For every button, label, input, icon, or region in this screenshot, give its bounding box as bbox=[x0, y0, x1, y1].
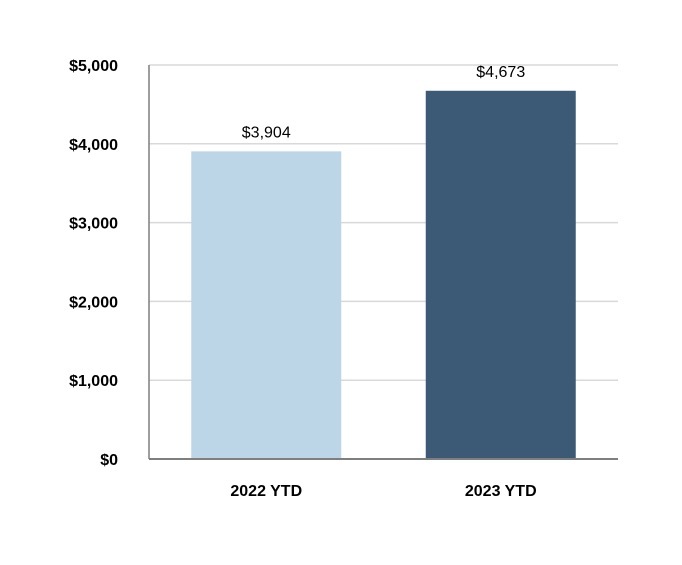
x-category-labels: 2022 YTD 2023 YTD bbox=[230, 483, 536, 500]
bars bbox=[191, 90, 576, 459]
y-tick-label: $5,000 bbox=[69, 58, 118, 75]
data-labels: $3,904 $4,673 bbox=[242, 64, 526, 142]
y-tick-label: $3,000 bbox=[69, 216, 118, 233]
y-tick-labels: $0 $1,000 $2,000 $3,000 $4,000 $5,000 bbox=[69, 58, 118, 469]
y-tick-label: $0 bbox=[100, 452, 118, 469]
data-label: $3,904 bbox=[242, 124, 291, 141]
bar-2023-ytd bbox=[425, 90, 576, 459]
axes bbox=[148, 65, 618, 460]
x-category-label: 2023 YTD bbox=[465, 483, 537, 500]
x-category-label: 2022 YTD bbox=[230, 483, 302, 500]
y-tick-label: $1,000 bbox=[69, 373, 118, 390]
data-label: $4,673 bbox=[476, 64, 525, 81]
bar-2022-ytd bbox=[191, 151, 342, 459]
y-tick-label: $4,000 bbox=[69, 137, 118, 154]
y-tick-label: $2,000 bbox=[69, 294, 118, 311]
